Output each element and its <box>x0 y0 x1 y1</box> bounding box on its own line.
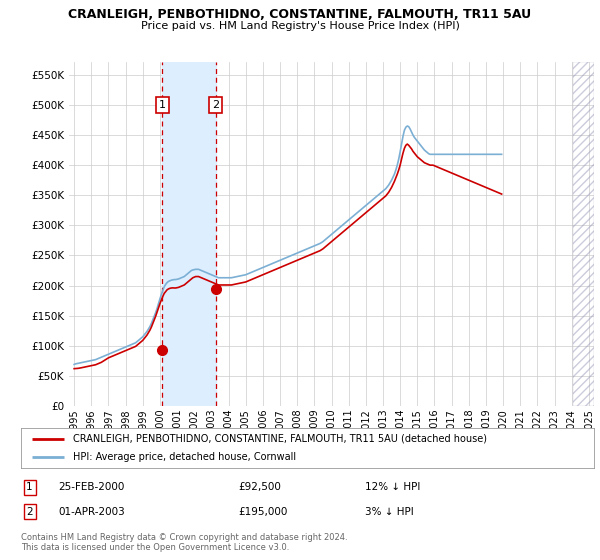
Text: This data is licensed under the Open Government Licence v3.0.: This data is licensed under the Open Gov… <box>21 543 289 552</box>
Text: CRANLEIGH, PENBOTHIDNO, CONSTANTINE, FALMOUTH, TR11 5AU: CRANLEIGH, PENBOTHIDNO, CONSTANTINE, FAL… <box>68 8 532 21</box>
Text: HPI: Average price, detached house, Cornwall: HPI: Average price, detached house, Corn… <box>73 452 296 462</box>
Text: CRANLEIGH, PENBOTHIDNO, CONSTANTINE, FALMOUTH, TR11 5AU (detached house): CRANLEIGH, PENBOTHIDNO, CONSTANTINE, FAL… <box>73 434 487 444</box>
Text: £92,500: £92,500 <box>239 482 281 492</box>
Text: £195,000: £195,000 <box>239 507 288 517</box>
Text: 1: 1 <box>159 100 166 110</box>
Text: 12% ↓ HPI: 12% ↓ HPI <box>365 482 420 492</box>
Text: 2: 2 <box>26 507 33 517</box>
Text: Price paid vs. HM Land Registry's House Price Index (HPI): Price paid vs. HM Land Registry's House … <box>140 21 460 31</box>
Text: Contains HM Land Registry data © Crown copyright and database right 2024.: Contains HM Land Registry data © Crown c… <box>21 533 347 542</box>
Text: 01-APR-2003: 01-APR-2003 <box>58 507 125 517</box>
Bar <box>573 62 594 406</box>
Text: 2: 2 <box>212 100 219 110</box>
Bar <box>163 62 215 406</box>
Text: 25-FEB-2000: 25-FEB-2000 <box>58 482 125 492</box>
Text: 1: 1 <box>26 482 33 492</box>
Text: 3% ↓ HPI: 3% ↓ HPI <box>365 507 413 517</box>
